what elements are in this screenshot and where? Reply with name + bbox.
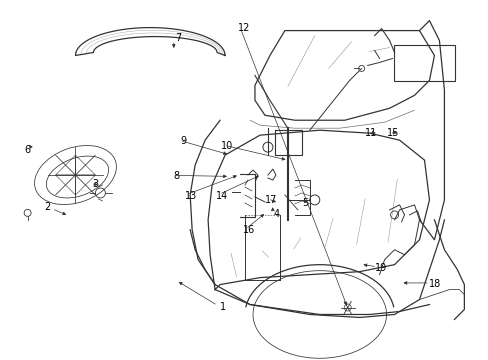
Text: 3: 3 <box>93 179 99 189</box>
Text: 2: 2 <box>44 202 50 212</box>
Text: 14: 14 <box>216 191 228 201</box>
Text: 12: 12 <box>238 23 250 33</box>
Text: 11: 11 <box>365 129 377 138</box>
Polygon shape <box>254 31 433 120</box>
Text: 19: 19 <box>374 263 386 273</box>
Text: 16: 16 <box>243 225 255 235</box>
Text: 17: 17 <box>264 195 277 205</box>
Text: 4: 4 <box>273 209 279 219</box>
Text: 5: 5 <box>302 198 308 208</box>
Text: 10: 10 <box>221 141 233 151</box>
Text: 6: 6 <box>24 144 31 154</box>
Text: 8: 8 <box>173 171 179 181</box>
Text: 9: 9 <box>180 136 186 145</box>
Text: 18: 18 <box>427 279 440 289</box>
Text: 15: 15 <box>386 129 399 138</box>
Text: 13: 13 <box>184 191 197 201</box>
Text: 1: 1 <box>219 302 225 312</box>
Text: 7: 7 <box>175 33 182 43</box>
